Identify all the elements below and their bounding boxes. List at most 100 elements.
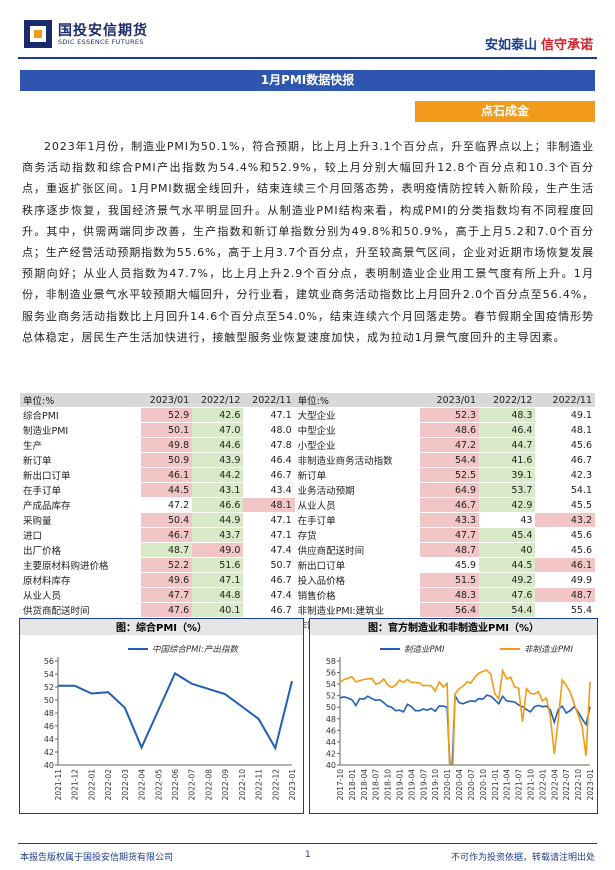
x-tick-label: 2022-08 [204,769,213,801]
table-cell: 大型企业 [294,407,420,423]
table-cell: 48.7 [419,542,480,558]
table-cell: 43.3 [419,512,480,528]
table-cell: 44.9 [192,512,244,528]
table-cell: 52.5 [419,467,480,483]
x-tick-label: 2018-04 [360,769,369,801]
table-cell: 45.9 [419,557,480,573]
table-cell: 新出口订单 [20,467,141,483]
table-cell: 47.7 [419,527,480,543]
table-cell: 49.9 [535,572,595,588]
x-tick-label: 2019-04 [407,769,416,801]
table-cell: 44.5 [479,557,536,573]
y-tick-label: 50 [326,703,336,712]
table-cell: 39.1 [479,467,536,483]
table-cell: 52.3 [419,407,480,423]
table-cell: 2022/12 [192,393,244,408]
x-tick-label: 2022-06 [171,769,180,801]
table-cell: 2023/01 [419,393,480,408]
table-cell: 47.1 [243,407,295,423]
page-number: 1 [305,850,311,860]
legend-label: 中国综合PMI:产出指数 [152,644,239,655]
table-cell: 非制造业PMI:建筑业 [294,602,420,618]
table-cell: 在手订单 [294,512,420,528]
slogan: 安如泰山 信守承诺 [485,34,593,53]
table-cell: 47.6 [140,602,193,618]
table-cell: 45.5 [535,497,595,513]
table-cell: 进口 [20,527,141,543]
table-cell: 47.6 [479,587,536,603]
table-cell: 51.6 [192,557,244,573]
table-cell: 49.2 [479,572,536,588]
table-cell: 46.7 [419,497,480,513]
x-tick-label: 2019-07 [419,769,428,801]
table-cell: 46.1 [140,467,193,483]
x-tick-label: 2020-04 [455,769,464,801]
table-cell: 新订单 [20,452,141,468]
slogan-part: 信守承诺 [540,38,593,53]
slogan-part: 安如泰山 [484,38,537,53]
table-row: 新出口订单 46.1 44.2 46.7 新订单 52.5 39.1 42.3 [20,467,595,483]
table-cell: 50.7 [243,557,295,573]
x-tick-label: 2022-10 [574,769,583,801]
table-cell: 业务活动预期 [294,482,420,498]
y-tick-label: 52 [326,692,336,701]
y-tick-label: 46 [44,722,54,731]
table-cell: 48.3 [479,407,536,423]
table-cell: 46.6 [192,497,244,513]
y-tick-label: 56 [326,669,336,678]
table-cell: 2022/11 [535,393,595,408]
table-cell: 原材料库存 [20,572,141,588]
table-cell: 49.1 [535,407,595,423]
chart-title: 图：综合PMI（%） [116,621,207,634]
title-bar [20,619,303,635]
table-cell: 52.2 [140,557,193,573]
table-cell: 2022/11 [243,393,295,408]
x-tick-label: 2019-01 [396,769,405,801]
table-cell: 43.9 [192,452,244,468]
table-cell: 49.6 [140,572,193,588]
y-tick-label: 48 [326,715,336,724]
table-cell: 40 [479,542,536,558]
y-tick-label: 42 [44,748,54,757]
table-cell: 45.6 [535,542,595,558]
x-tick-label: 2021-04 [503,769,512,801]
table-row: 进口 46.7 43.7 47.1 存货 47.7 45.4 45.6 [20,527,595,543]
y-tick-label: 52 [44,683,54,692]
table-cell: 43.1 [192,482,244,498]
x-tick-label: 2021-07 [515,769,524,801]
y-tick-label: 44 [326,738,336,747]
table-cell: 44.5 [140,482,193,498]
y-tick-label: 50 [44,696,54,705]
y-tick-label: 54 [326,680,336,689]
x-tick-label: 2020-07 [467,769,476,801]
x-tick-label: 2018-07 [372,769,381,801]
table-cell: 46.1 [535,557,595,573]
table-cell: 46.7 [243,467,295,483]
x-tick-label: 2023-01 [586,769,595,801]
table-cell: 47.4 [243,542,295,558]
table-cell: 48.1 [535,422,595,438]
table-cell: 44.2 [192,467,244,483]
y-tick-label: 58 [326,657,336,666]
table-cell: 2022/12 [479,393,536,408]
table-cell: 47.1 [192,572,244,588]
y-tick-label: 44 [44,735,54,744]
table-cell: 51.5 [419,572,480,588]
table-cell: 供应商配送时间 [294,542,420,558]
chart-title: 图：官方制造业和非制造业PMI（%） [368,621,539,634]
table-row: 产成品库存 47.2 46.6 48.1 从业人员 46.7 42.9 45.5 [20,497,595,513]
table-cell: 小型企业 [294,437,420,453]
table-cell: 45.6 [535,437,595,453]
table-cell: 48.7 [535,587,595,603]
x-tick-label: 2022-07 [188,769,197,801]
table-row: 在手订单 44.5 43.1 43.4 业务活动预期 64.9 53.7 54.1 [20,482,595,498]
table-cell: 销售价格 [294,587,420,603]
table-row: 生产 49.8 44.6 47.8 小型企业 47.2 44.7 45.6 [20,437,595,453]
table-cell: 47.1 [243,527,295,543]
table-cell: 生产 [20,437,141,453]
table-header: 单位:% 2023/01 2022/12 2022/11 单位:% 2023/01 2022… [20,393,595,408]
table-cell: 42.9 [479,497,536,513]
table-cell: 制造业PMI [20,422,141,438]
table-row: 制造业PMI 50.1 47.0 48.0 中型企业 48.6 46.4 48.1 [20,422,595,438]
